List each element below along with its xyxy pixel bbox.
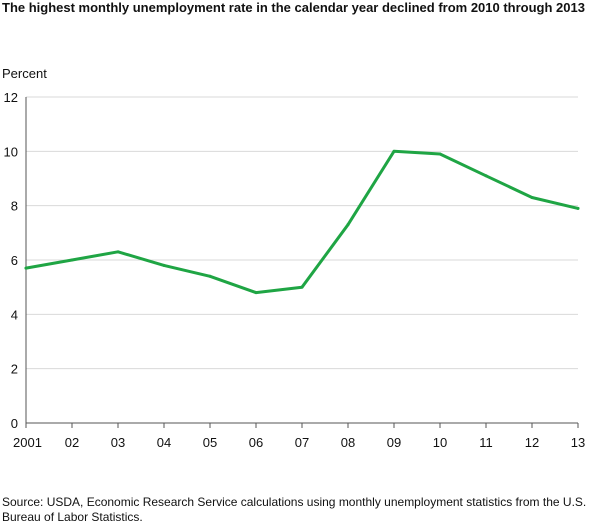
unemployment-rate-line xyxy=(24,149,580,295)
x-tick-label: 02 xyxy=(65,435,79,450)
x-tick-label: 07 xyxy=(295,435,309,450)
x-tick-label: 05 xyxy=(203,435,217,450)
data-point xyxy=(530,196,534,200)
y-tick-label: 10 xyxy=(4,144,18,159)
data-point xyxy=(576,206,580,210)
data-point xyxy=(438,152,442,156)
data-point xyxy=(24,266,28,270)
x-tick-label: 13 xyxy=(571,435,585,450)
data-point xyxy=(300,285,304,289)
x-tick-label: 04 xyxy=(157,435,171,450)
x-tick-label: 11 xyxy=(479,435,493,450)
x-tick-label: 03 xyxy=(111,435,125,450)
source-note: Source: USDA, Economic Research Service … xyxy=(2,495,587,524)
data-point xyxy=(346,223,350,227)
data-point xyxy=(254,291,258,295)
data-point xyxy=(392,149,396,153)
y-tick-label: 12 xyxy=(4,90,18,105)
x-tick-label: 12 xyxy=(525,435,539,450)
chart-title: The highest monthly unemployment rate in… xyxy=(2,0,585,15)
data-point xyxy=(162,263,166,267)
x-tick-label: 09 xyxy=(387,435,401,450)
y-tick-label: 8 xyxy=(11,199,18,214)
x-tick-label: 06 xyxy=(249,435,263,450)
data-point xyxy=(116,250,120,254)
data-point xyxy=(484,174,488,178)
y-axis-label: Percent xyxy=(2,66,47,81)
x-tick-label: 10 xyxy=(433,435,447,450)
y-tick-label: 0 xyxy=(11,416,18,431)
y-tick-label: 4 xyxy=(11,307,18,322)
y-tick-label: 2 xyxy=(11,362,18,377)
data-point xyxy=(70,258,74,262)
x-tick-label: 08 xyxy=(341,435,355,450)
y-tick-label: 6 xyxy=(11,253,18,268)
x-tick-label: 2001 xyxy=(13,435,42,450)
data-point xyxy=(208,274,212,278)
